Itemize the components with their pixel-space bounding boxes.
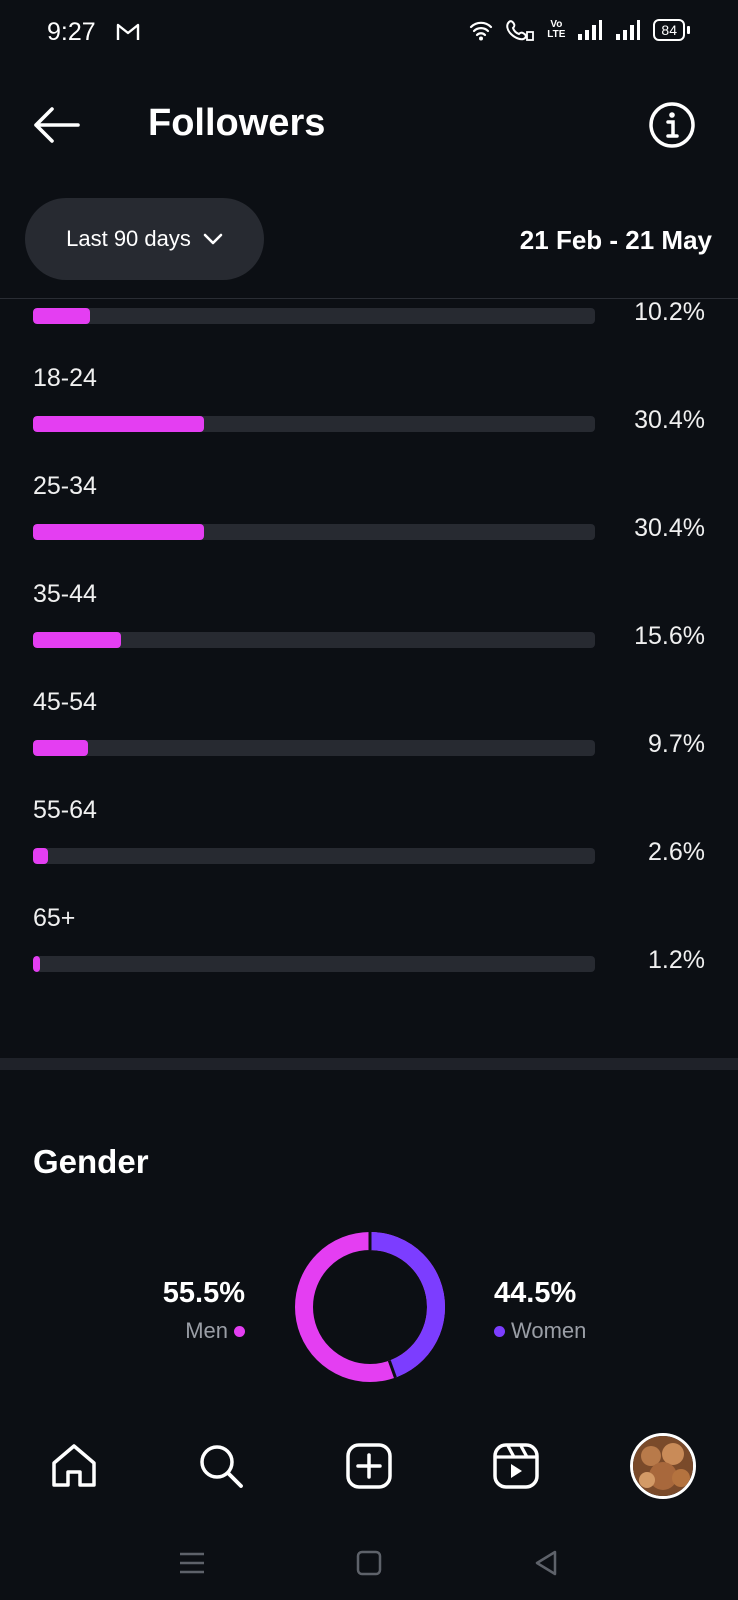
menu-icon — [180, 1552, 204, 1574]
age-bar-track — [33, 308, 595, 324]
date-range-dropdown[interactable]: Last 90 days — [25, 198, 264, 280]
age-bar-track — [33, 632, 595, 648]
chevron-down-icon — [203, 233, 223, 245]
bottom-nav — [0, 1410, 738, 1528]
men-percent: 55.5% — [162, 1277, 245, 1309]
gmail-notification-icon — [116, 23, 140, 40]
gender-men-stat: 55.5% Men — [100, 1277, 245, 1344]
women-dot-icon — [494, 1325, 505, 1337]
age-label: 55-64 — [33, 796, 97, 824]
age-row: 65+ 1.2% — [0, 904, 738, 980]
system-nav-bar — [0, 1528, 738, 1600]
women-percent: 44.5% — [494, 1277, 577, 1309]
profile-photo — [633, 1436, 693, 1496]
age-label: 45-54 — [33, 688, 97, 716]
age-row: 55-64 2.6% — [0, 796, 738, 922]
back-triangle-icon — [535, 1550, 557, 1576]
age-percent: 10.2% — [634, 300, 705, 326]
gender-donut-chart — [295, 1232, 445, 1382]
age-bar-fill — [33, 308, 91, 324]
age-bar-track — [33, 416, 595, 432]
volte-icon: Vo LTE — [547, 19, 566, 40]
age-bar-fill — [33, 740, 88, 756]
home-icon — [52, 1444, 96, 1487]
square-icon — [356, 1550, 382, 1576]
age-label: 35-44 — [33, 580, 97, 608]
status-icons: Vo LTE 84 — [469, 18, 690, 42]
age-bar-fill — [33, 524, 204, 540]
date-range-dropdown-label: Last 90 days — [66, 226, 191, 251]
signal-2-icon — [616, 20, 641, 40]
age-bar-fill — [33, 416, 204, 432]
home-button[interactable] — [344, 1538, 394, 1588]
age-percent: 30.4% — [634, 514, 705, 542]
wifi-icon — [470, 21, 493, 41]
age-bar-track — [33, 956, 595, 972]
search-icon — [200, 1445, 243, 1488]
donut-separator — [387, 1360, 397, 1379]
reels-icon — [493, 1443, 539, 1489]
back-button[interactable] — [521, 1538, 571, 1588]
age-label: 25-34 — [33, 472, 97, 500]
men-dot-icon — [234, 1325, 245, 1337]
nav-search[interactable] — [185, 1430, 257, 1502]
age-bar-fill — [33, 848, 48, 864]
age-bar-fill — [33, 956, 40, 972]
age-row: 18-24 30.4% — [0, 364, 738, 490]
age-row: 35-44 15.6% — [0, 580, 738, 706]
battery-indicator: 84 — [653, 19, 690, 41]
status-bar: 9:27 Vo LTE 84 — [0, 0, 738, 66]
women-label: Women — [511, 1318, 587, 1343]
age-bar-fill — [33, 632, 121, 648]
men-legend: Men — [100, 1318, 245, 1344]
info-icon[interactable] — [648, 101, 696, 149]
header-divider — [0, 298, 738, 299]
age-percent: 2.6% — [648, 838, 705, 866]
status-time: 9:27 — [47, 18, 96, 46]
age-label: 18-24 — [33, 364, 97, 392]
battery-tip — [687, 26, 690, 34]
age-percent: 30.4% — [634, 406, 705, 434]
nav-create[interactable] — [333, 1430, 405, 1502]
back-arrow-icon[interactable] — [30, 105, 82, 145]
gender-title: Gender — [33, 1143, 149, 1180]
nav-reels[interactable] — [480, 1430, 552, 1502]
age-row: 10.2% — [0, 300, 738, 382]
battery-level: 84 — [653, 19, 685, 41]
gender-women-stat: 44.5% Women — [494, 1277, 644, 1344]
wifi-calling-icon — [506, 20, 535, 41]
page-title: Followers — [148, 102, 326, 144]
create-post-icon — [346, 1443, 392, 1489]
date-range-text: 21 Feb - 21 May — [519, 225, 712, 255]
age-percent: 15.6% — [634, 622, 705, 650]
age-label: 65+ — [33, 904, 76, 932]
age-row: 25-34 30.4% — [0, 472, 738, 598]
age-percent: 9.7% — [648, 730, 705, 758]
signal-1-icon — [578, 20, 603, 40]
age-bar-track — [33, 524, 595, 540]
age-percent: 1.2% — [648, 946, 705, 974]
filter-row: Last 90 days 21 Feb - 21 May — [0, 198, 738, 282]
header: Followers — [0, 80, 738, 170]
nav-home[interactable] — [38, 1430, 110, 1502]
women-legend: Women — [494, 1318, 644, 1344]
age-row: 45-54 9.7% — [0, 688, 738, 814]
age-range-list: 10.2% 18-24 30.4% 25-34 30.4% 35-44 15.6… — [0, 300, 738, 980]
profile-avatar — [630, 1433, 696, 1499]
recent-apps-button[interactable] — [167, 1538, 217, 1588]
age-bar-track — [33, 848, 595, 864]
age-bar-track — [33, 740, 595, 756]
men-label: Men — [185, 1318, 228, 1343]
nav-profile[interactable] — [627, 1430, 699, 1502]
section-separator — [0, 1058, 738, 1070]
